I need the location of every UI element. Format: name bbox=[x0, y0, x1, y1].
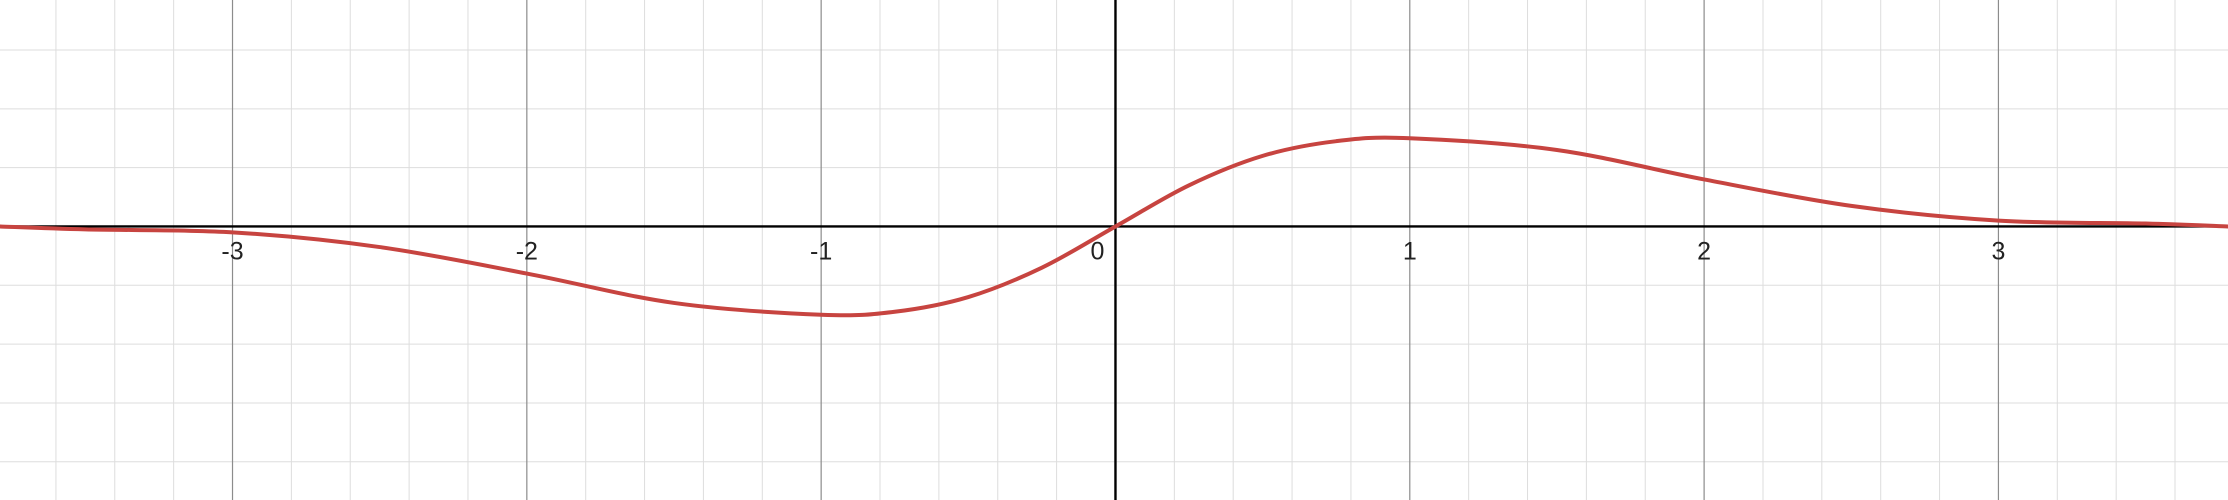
x-tick-label: -1 bbox=[810, 237, 832, 265]
x-tick-labels: -3 -2 -1 0 1 2 3 bbox=[221, 237, 2005, 265]
x-tick-label: 1 bbox=[1403, 237, 1417, 265]
x-tick-label: -2 bbox=[516, 237, 538, 265]
major-grid bbox=[231, 0, 2000, 500]
x-tick-label: 3 bbox=[1991, 237, 2005, 265]
series-layer bbox=[0, 135, 2228, 318]
x-tick-label: 0 bbox=[1091, 237, 1105, 265]
x-tick-label: 2 bbox=[1697, 237, 1711, 265]
x-tick-label: -3 bbox=[221, 237, 243, 265]
series-curve-0 bbox=[0, 135, 2228, 318]
